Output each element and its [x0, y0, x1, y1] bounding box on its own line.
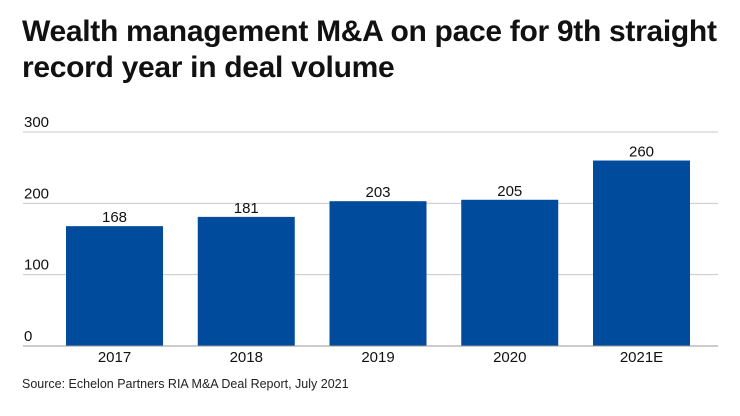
x-tick-label: 2017 [98, 349, 131, 366]
data-label: 181 [234, 200, 259, 217]
x-tick-label: 2021E [620, 349, 663, 366]
x-tick-label: 2018 [230, 349, 263, 366]
bar [329, 201, 427, 346]
x-tick-label: 2020 [493, 349, 526, 366]
bar [593, 160, 690, 346]
data-label: 205 [497, 183, 522, 200]
bar [197, 216, 295, 346]
y-tick-label: 0 [24, 328, 32, 345]
data-label: 260 [629, 144, 654, 161]
bar [461, 199, 559, 346]
y-tick-label: 200 [24, 185, 49, 202]
chart-title: Wealth management M&A on pace for 9th st… [22, 15, 717, 84]
data-label: 168 [102, 209, 127, 226]
bar [66, 226, 163, 346]
data-label: 203 [365, 184, 390, 201]
y-tick-label: 100 [24, 257, 49, 274]
y-tick-label: 300 [24, 114, 49, 131]
x-tick-label: 2019 [361, 349, 394, 366]
source-note: Source: Echelon Partners RIA M&A Deal Re… [22, 377, 349, 391]
